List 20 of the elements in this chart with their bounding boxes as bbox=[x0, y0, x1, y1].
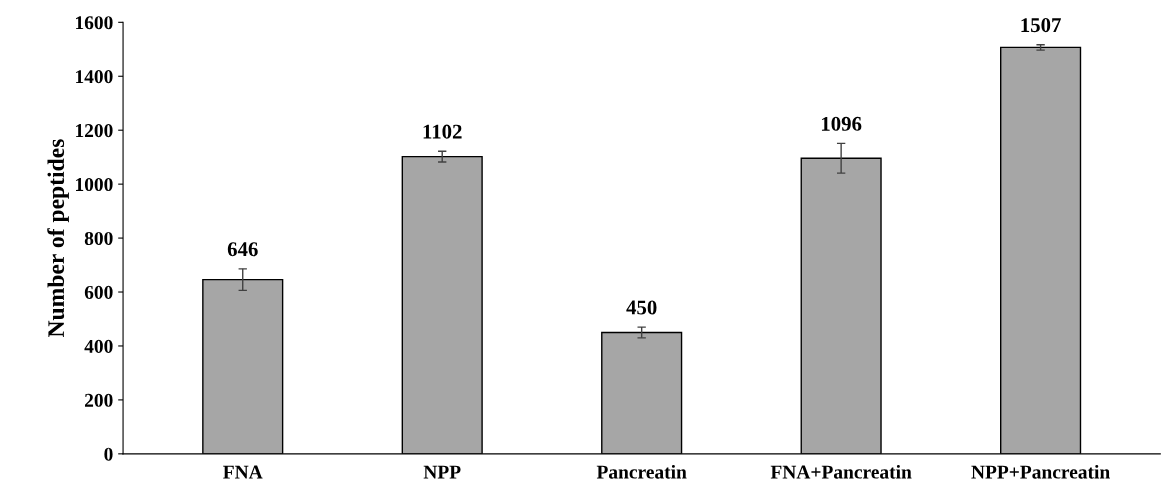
x-tick-label: NPP+Pancreatin bbox=[971, 464, 1110, 479]
x-tick-label: FNA+Pancreatin bbox=[770, 464, 912, 479]
y-tick-label: 1400 bbox=[76, 70, 113, 84]
data-label: 1507 bbox=[1021, 18, 1061, 33]
data-label: 646 bbox=[227, 242, 258, 257]
y-axis-title: Number of peptides bbox=[47, 139, 69, 338]
x-tick-label: Pancreatin bbox=[596, 464, 687, 479]
y-tick-label: 600 bbox=[84, 285, 113, 299]
data-label: 1102 bbox=[423, 124, 462, 139]
x-tick-label: NPP bbox=[423, 465, 461, 479]
y-tick-label: 800 bbox=[84, 231, 113, 246]
data-label: 1096 bbox=[821, 116, 862, 131]
y-tick-label: 1600 bbox=[76, 16, 113, 30]
x-tick-label: FNA bbox=[223, 465, 263, 479]
data-label: 450 bbox=[626, 300, 657, 315]
y-tick-label: 1000 bbox=[76, 177, 113, 192]
y-tick-label: 200 bbox=[84, 393, 113, 407]
y-tick-label: 1200 bbox=[76, 124, 113, 138]
y-tick-label: 0 bbox=[104, 447, 113, 461]
y-tick-label: 400 bbox=[84, 339, 113, 353]
